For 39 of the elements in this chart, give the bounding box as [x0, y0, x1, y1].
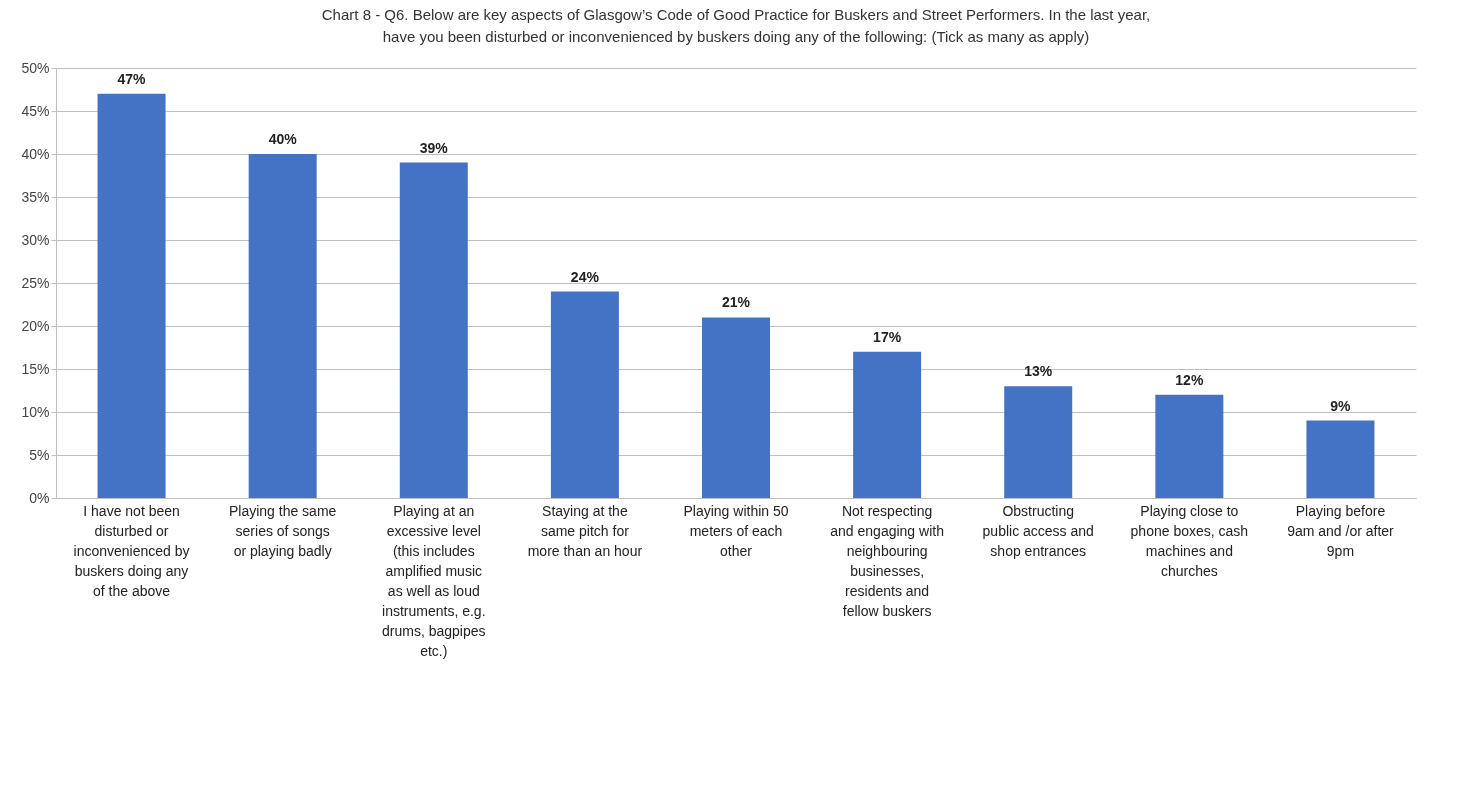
- bar: [550, 291, 619, 498]
- data-label: 24%: [570, 268, 600, 285]
- y-tick-label: 50%: [21, 59, 50, 76]
- y-tick-label: 20%: [21, 317, 50, 334]
- x-tick-label: Obstructing public access and shop entrances: [982, 502, 1094, 559]
- data-label: 12%: [1175, 371, 1204, 388]
- x-tick-label: Staying at the same pitch for more than an hour: [527, 502, 643, 559]
- bar: [97, 93, 166, 498]
- chart-title: Chart 8 - Q6. Below are key aspects of Glasgow’s Code of Good Practice for Buskers and Street Performers. In the last year, have you been disturbed or inconvenienced by buskers doing any of the following: (Tick as many as apply): [321, 6, 1151, 45]
- bar: [853, 351, 922, 498]
- y-tick-label: 35%: [21, 188, 50, 205]
- x-tick-label: Playing at an excessive level (this includes amplified music as well as loud instruments, e.g. drums, bagpipes etc.): [382, 502, 486, 659]
- bar: [702, 317, 770, 498]
- bar: [1004, 386, 1073, 498]
- x-tick-label: I have not been disturbed or inconvenienced by buskers doing any of the above: [73, 502, 190, 599]
- bar: [399, 162, 468, 498]
- y-tick-label: 30%: [21, 231, 50, 248]
- bar: [1306, 420, 1375, 498]
- x-tick-label: Playing the same series of songs or playing badly: [228, 502, 337, 559]
- y-tick-label: 45%: [21, 102, 50, 119]
- data-label: 9%: [1330, 397, 1352, 414]
- y-tick-label: 5%: [29, 446, 50, 463]
- data-label: 21%: [721, 294, 751, 311]
- y-tick-label: 0%: [29, 489, 50, 506]
- data-label: 39%: [419, 139, 449, 156]
- y-tick-label: 10%: [21, 403, 50, 420]
- data-label: 40%: [268, 131, 298, 147]
- y-tick-label: 40%: [21, 145, 50, 162]
- x-tick-label: Playing close to phone boxes, cash machines and churches: [1130, 502, 1249, 579]
- y-tick-label: 25%: [21, 274, 50, 291]
- x-tick-label: Playing within 50 meters of each other: [683, 502, 789, 559]
- data-label: 47%: [117, 70, 147, 87]
- x-tick-label: Not respecting and engaging with neighbouring businesses, residents and fellow buskers: [830, 502, 944, 619]
- x-tick-label: Playing before 9am and /or after 9pm: [1287, 502, 1395, 559]
- data-label: 17%: [873, 328, 902, 345]
- bar: [248, 154, 317, 498]
- bar: [1155, 394, 1224, 498]
- y-tick-label: 15%: [21, 360, 50, 377]
- data-label: 13%: [1024, 363, 1053, 380]
